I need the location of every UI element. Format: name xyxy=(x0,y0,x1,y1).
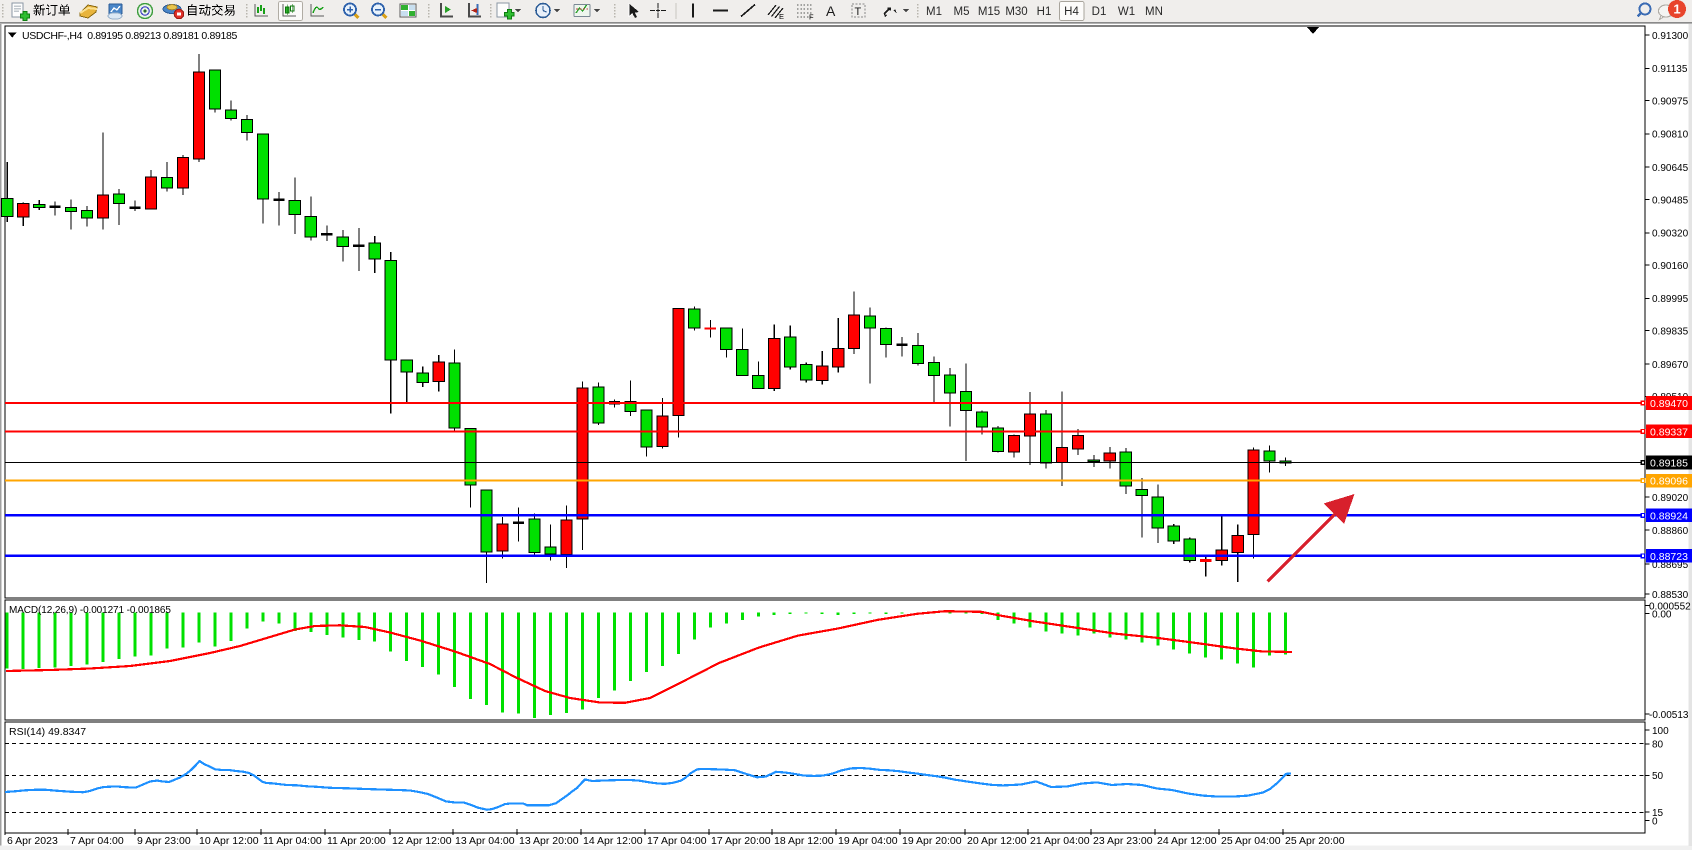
svg-text:H4: H4 xyxy=(1064,6,1079,18)
svg-text:USDCHF-,H4 0.89195 0.89213 0.: USDCHF-,H4 0.89195 0.89213 0.89181 0.891… xyxy=(22,30,237,42)
svg-text:W1: W1 xyxy=(1118,6,1135,18)
svg-text:12 Apr 12:00: 12 Apr 12:00 xyxy=(392,835,452,847)
svg-text:-0.00513: -0.00513 xyxy=(1649,710,1689,721)
svg-text:80: 80 xyxy=(1652,740,1664,751)
svg-text:0.88530: 0.88530 xyxy=(1652,590,1689,601)
svg-text:D1: D1 xyxy=(1092,6,1107,18)
svg-text:24 Apr 12:00: 24 Apr 12:00 xyxy=(1157,835,1217,847)
svg-text:11 Apr 04:00: 11 Apr 04:00 xyxy=(263,835,322,847)
svg-text:15: 15 xyxy=(1652,808,1664,819)
svg-text:23 Apr 23:00: 23 Apr 23:00 xyxy=(1093,835,1153,847)
svg-text:17 Apr 04:00: 17 Apr 04:00 xyxy=(647,835,707,847)
svg-text:50: 50 xyxy=(1652,771,1664,782)
svg-text:RSI(14) 49.8347: RSI(14) 49.8347 xyxy=(9,726,86,738)
svg-text:9 Apr 23:00: 9 Apr 23:00 xyxy=(137,835,191,847)
svg-text:7 Apr 04:00: 7 Apr 04:00 xyxy=(70,835,124,847)
svg-text:0.91135: 0.91135 xyxy=(1652,64,1688,75)
svg-text:0.89096: 0.89096 xyxy=(1650,476,1688,488)
svg-text:1: 1 xyxy=(1673,2,1680,17)
svg-text:13 Apr 20:00: 13 Apr 20:00 xyxy=(519,835,579,847)
svg-text:0.90975: 0.90975 xyxy=(1652,96,1689,107)
svg-text:0.88860: 0.88860 xyxy=(1652,526,1689,537)
svg-text:M5: M5 xyxy=(954,6,970,18)
svg-text:0.89337: 0.89337 xyxy=(1650,426,1688,438)
svg-text:0.90320: 0.90320 xyxy=(1652,229,1689,240)
svg-text:0.89670: 0.89670 xyxy=(1652,360,1689,371)
svg-text:0.89995: 0.89995 xyxy=(1652,294,1689,305)
svg-text:0.00: 0.00 xyxy=(1652,609,1672,620)
svg-text:6 Apr 2023: 6 Apr 2023 xyxy=(7,835,58,847)
svg-text:MN: MN xyxy=(1145,6,1163,18)
svg-text:MACD(12,26,9) -0.001271 -0.001: MACD(12,26,9) -0.001271 -0.001865 xyxy=(9,605,171,616)
svg-text:E: E xyxy=(779,12,784,21)
svg-text:20 Apr 12:00: 20 Apr 12:00 xyxy=(967,835,1027,847)
svg-text:0.89185: 0.89185 xyxy=(1650,458,1688,470)
svg-text:0.88723: 0.88723 xyxy=(1650,551,1688,563)
svg-text:M15: M15 xyxy=(978,6,1000,18)
svg-text:17 Apr 20:00: 17 Apr 20:00 xyxy=(711,835,771,847)
svg-text:19 Apr 20:00: 19 Apr 20:00 xyxy=(902,835,962,847)
svg-text:0.89020: 0.89020 xyxy=(1652,493,1689,504)
svg-text:M30: M30 xyxy=(1005,6,1027,18)
svg-text:14 Apr 12:00: 14 Apr 12:00 xyxy=(583,835,643,847)
svg-text:13 Apr 04:00: 13 Apr 04:00 xyxy=(455,835,515,847)
svg-text:A: A xyxy=(826,3,836,19)
svg-text:0.89835: 0.89835 xyxy=(1652,327,1689,338)
svg-text:H1: H1 xyxy=(1037,6,1052,18)
svg-text:10 Apr 12:00: 10 Apr 12:00 xyxy=(199,835,259,847)
svg-text:100: 100 xyxy=(1652,726,1669,737)
svg-text:0.90810: 0.90810 xyxy=(1652,130,1689,141)
svg-text:0.90645: 0.90645 xyxy=(1652,163,1689,174)
svg-text:0.88695: 0.88695 xyxy=(1652,560,1689,571)
svg-text:19 Apr 04:00: 19 Apr 04:00 xyxy=(838,835,898,847)
svg-text:F: F xyxy=(809,13,814,22)
svg-text:0.000552: 0.000552 xyxy=(1649,601,1691,612)
svg-text:21 Apr 04:00: 21 Apr 04:00 xyxy=(1030,835,1090,847)
svg-text:0.88924: 0.88924 xyxy=(1650,510,1688,522)
svg-text:11 Apr 20:00: 11 Apr 20:00 xyxy=(327,835,386,847)
svg-text:M1: M1 xyxy=(926,6,942,18)
svg-text:0.91300: 0.91300 xyxy=(1652,31,1689,42)
svg-text:0.90485: 0.90485 xyxy=(1652,195,1689,206)
svg-text:0: 0 xyxy=(1652,816,1658,827)
svg-text:18 Apr 12:00: 18 Apr 12:00 xyxy=(774,835,834,847)
svg-text:25 Apr 20:00: 25 Apr 20:00 xyxy=(1285,835,1345,847)
svg-text:0.90160: 0.90160 xyxy=(1652,261,1689,272)
svg-text:0.89470: 0.89470 xyxy=(1650,398,1688,410)
svg-text:T: T xyxy=(855,6,862,18)
svg-text:25 Apr 04:00: 25 Apr 04:00 xyxy=(1221,835,1281,847)
